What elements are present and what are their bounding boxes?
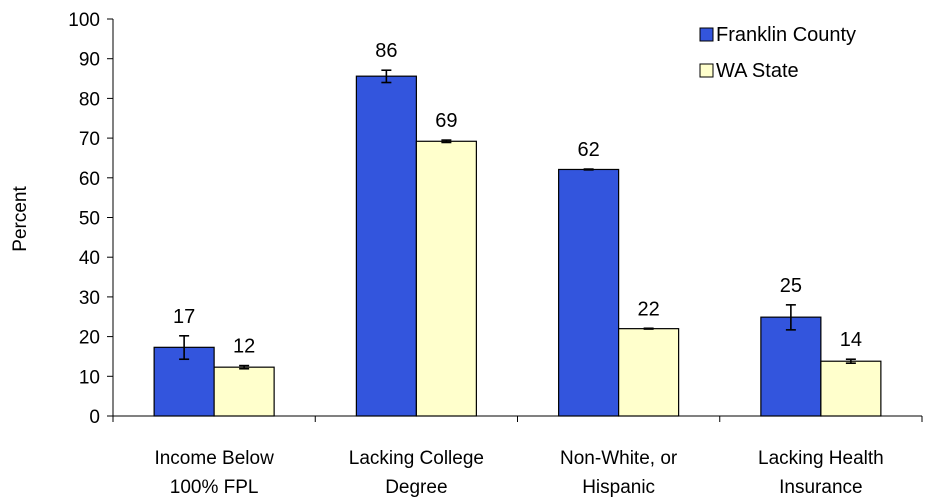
- x-category-label: Degree: [385, 477, 447, 498]
- x-category-label: Non-White, or: [560, 448, 678, 469]
- y-tick-label: 90: [79, 50, 100, 71]
- plot-area: 0 10 20 30 40 50 60 70 80 90 100 17 12 Income Below 10…: [68, 10, 923, 498]
- bar: [558, 168, 620, 417]
- data-label: 69: [435, 110, 457, 132]
- data-label: 22: [638, 298, 660, 320]
- data-label: 86: [375, 40, 397, 62]
- x-category-label: Income Below: [154, 448, 274, 469]
- legend-swatch: [699, 63, 714, 78]
- legend-swatch: [699, 27, 714, 42]
- y-tick-label: 10: [79, 367, 100, 388]
- bar: [820, 360, 882, 417]
- legend-label: WA State: [716, 60, 799, 82]
- data-label: 62: [578, 139, 600, 161]
- y-tick-label: 30: [79, 288, 100, 309]
- y-tick-label: 20: [79, 328, 100, 349]
- data-label: 14: [840, 329, 862, 351]
- y-tick-label: 70: [79, 129, 100, 150]
- x-category-label: 100% FPL: [170, 477, 259, 498]
- y-tick-label: 80: [79, 89, 100, 110]
- y-tick-label: 40: [79, 248, 100, 269]
- bar: [213, 366, 275, 417]
- legend-label: Franklin County: [716, 24, 856, 46]
- data-label: 25: [780, 275, 802, 297]
- x-category-label: Insurance: [779, 477, 862, 498]
- x-category-label: Hispanic: [582, 477, 655, 498]
- data-label: 17: [173, 306, 195, 328]
- bar: [618, 328, 680, 417]
- bar: [355, 75, 417, 417]
- y-tick-label: 50: [79, 209, 100, 230]
- x-category-label: Lacking Health: [758, 448, 884, 469]
- y-tick-label: 0: [89, 407, 100, 428]
- x-category-label: Lacking College: [349, 448, 484, 469]
- y-axis-label: Percent: [10, 186, 31, 252]
- bar: [760, 316, 822, 417]
- data-label: 12: [233, 336, 255, 358]
- y-tick-label: 60: [79, 169, 100, 190]
- bar: [415, 140, 477, 417]
- y-tick-label: 100: [68, 10, 100, 31]
- legend: Franklin County WA State: [699, 24, 856, 82]
